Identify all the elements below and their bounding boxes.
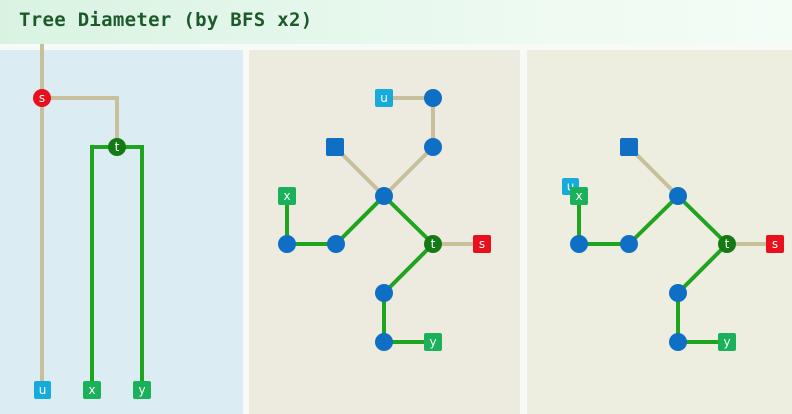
edge-t-y <box>117 145 144 390</box>
node-u <box>34 381 51 399</box>
node-x-label: x <box>283 189 290 203</box>
node-s-label: s <box>772 237 778 251</box>
node-s <box>766 235 784 253</box>
node <box>669 187 687 205</box>
node-t-label: t <box>725 237 730 251</box>
panel1-nodes: s t u x y <box>33 89 151 399</box>
panel2-nodes: u x t s y <box>278 89 491 351</box>
node-t-label: t <box>431 237 436 251</box>
node <box>375 187 393 205</box>
edge-n2-c <box>382 145 435 198</box>
edge-t-x <box>90 145 117 390</box>
edge-s-t <box>42 96 119 147</box>
node-u-label: u <box>380 91 388 105</box>
node-y <box>424 333 442 351</box>
node-s-label: s <box>39 91 45 105</box>
node <box>424 138 442 156</box>
panel-tree-layout <box>249 50 520 414</box>
edge-b-c <box>627 194 680 246</box>
node <box>570 235 588 253</box>
node-y-label: y <box>138 383 145 397</box>
edge-c-t <box>676 194 729 246</box>
node-x <box>278 187 296 205</box>
page-title: Tree Diameter (by BFS x2) <box>19 9 313 31</box>
node-t <box>424 235 442 253</box>
edge-t-d <box>382 242 435 295</box>
node <box>620 235 638 253</box>
edge-c-t <box>382 194 435 246</box>
node-u <box>375 89 393 107</box>
node <box>327 235 345 253</box>
square-node <box>620 138 638 156</box>
edge-t-d <box>676 242 729 295</box>
node <box>424 89 442 107</box>
node-t <box>108 138 126 156</box>
node <box>669 284 687 302</box>
panel3-nodes: u x t s y <box>562 138 784 351</box>
node-x <box>83 381 101 399</box>
node-u-label: u <box>567 180 575 194</box>
node-x <box>570 187 588 205</box>
node <box>278 235 296 253</box>
node <box>669 333 687 351</box>
node-y-label: y <box>723 335 730 349</box>
panel3-edges <box>577 145 775 344</box>
edge-b-c <box>334 194 386 246</box>
panel-tree-result <box>527 50 792 414</box>
panel1-edges <box>40 44 144 390</box>
node-s <box>33 89 51 107</box>
node <box>375 333 393 351</box>
node-y <box>133 381 151 399</box>
node <box>375 284 393 302</box>
node-s <box>473 235 491 253</box>
panel2-edges <box>285 96 482 344</box>
node-s-label: s <box>479 237 485 251</box>
node-y-label: y <box>429 335 436 349</box>
node-y <box>718 333 736 351</box>
node-u-label: u <box>39 383 47 397</box>
node-t-label: t <box>115 140 120 154</box>
node-t <box>718 235 736 253</box>
title-bar: Tree Diameter (by BFS x2) <box>0 0 792 44</box>
node-x-label: x <box>575 189 582 203</box>
square-node <box>326 138 344 156</box>
node-x-label: x <box>88 383 95 397</box>
